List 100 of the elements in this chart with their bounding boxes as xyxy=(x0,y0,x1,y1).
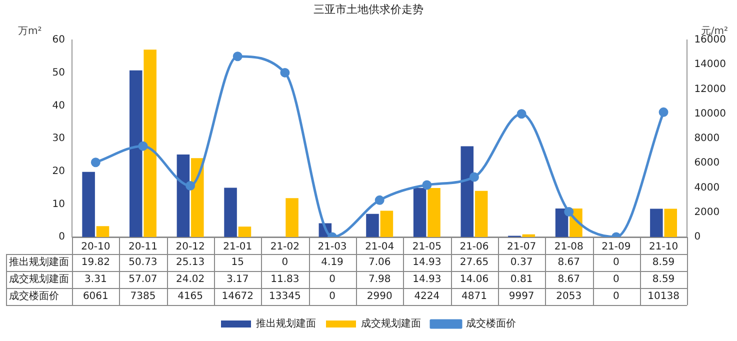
data-label: 0 xyxy=(329,274,336,286)
y-tick-label: 60 xyxy=(52,34,65,46)
chart-title: 三亚市土地供求价走势 xyxy=(312,2,424,17)
bar xyxy=(144,50,156,237)
data-label: 14672 xyxy=(222,291,254,302)
text: 推出规划建面 xyxy=(9,257,69,268)
data-label: 0 xyxy=(613,291,620,302)
bar xyxy=(129,70,142,237)
data-label: 3.17 xyxy=(226,274,249,286)
data-label: 8.67 xyxy=(558,257,580,268)
x-tick-label: 21-09 xyxy=(602,242,631,253)
data-label: 0 xyxy=(613,257,620,268)
data-label: 13345 xyxy=(269,291,301,302)
y2-tick-label: 4000 xyxy=(694,182,720,194)
y2-tick-label: 12000 xyxy=(694,84,726,95)
bar xyxy=(176,154,190,237)
point xyxy=(138,141,148,151)
data-label: 14.93 xyxy=(412,257,442,268)
data-label: 4165 xyxy=(178,291,204,302)
x-tick-label: 21-06 xyxy=(460,242,489,253)
x-tick-label: 20-12 xyxy=(176,242,205,253)
data-label: 2990 xyxy=(366,291,392,302)
data-label: 50.73 xyxy=(128,257,158,268)
bar xyxy=(191,158,204,237)
legend-label: 推出规划建面 xyxy=(256,318,316,330)
data-label: 24.02 xyxy=(176,274,205,286)
data-label: 8.67 xyxy=(558,274,580,286)
point xyxy=(186,180,196,190)
data-label: 0 xyxy=(282,257,288,268)
data-label: 27.65 xyxy=(460,257,489,268)
point xyxy=(469,172,479,182)
data-label: 8.59 xyxy=(652,257,675,268)
x-tick-label: 21-04 xyxy=(365,242,394,253)
point xyxy=(90,158,100,168)
bar xyxy=(474,190,488,237)
y2-tick-label: 8000 xyxy=(694,133,720,144)
point xyxy=(232,52,242,62)
x-tick-label: 20-10 xyxy=(81,242,110,253)
y2-tick-label: 16000 xyxy=(694,34,726,46)
y2-tick-label: 6000 xyxy=(694,158,720,169)
point xyxy=(516,109,526,119)
data-label: 0 xyxy=(613,274,620,286)
y-tick-label: 30 xyxy=(52,133,65,144)
y2-tick-label: 0 xyxy=(694,232,701,243)
bar xyxy=(380,210,394,237)
y-tick-label: 20 xyxy=(52,166,65,177)
data-label: 25.13 xyxy=(176,257,205,268)
y-tick-label: 50 xyxy=(52,67,65,78)
y-tick-label: 10 xyxy=(52,198,65,210)
data-label: 19.82 xyxy=(81,257,110,268)
x-tick-label: 21-07 xyxy=(507,242,536,253)
x-tick-label: 21-05 xyxy=(412,242,442,253)
data-label: 3.31 xyxy=(84,274,107,286)
data-label: 2053 xyxy=(556,291,582,302)
y-axis-title: 万m² xyxy=(18,26,42,37)
data-label: 14.06 xyxy=(460,274,489,286)
data-label: 0.37 xyxy=(510,257,533,268)
data-label: 15 xyxy=(231,257,244,268)
data-label: 9997 xyxy=(508,291,534,302)
bar xyxy=(460,146,474,237)
bar xyxy=(286,198,298,237)
legend-label: 成交规划建面 xyxy=(361,318,421,330)
x-tick-label: 21-01 xyxy=(223,242,252,253)
legend-label: 成交楼面价 xyxy=(466,318,516,330)
bar xyxy=(428,188,440,237)
bar xyxy=(413,188,426,237)
data-label: 0.81 xyxy=(510,274,533,286)
data-label: 7385 xyxy=(130,291,156,302)
x-tick-label: 21-08 xyxy=(554,242,584,253)
data-label: 8.59 xyxy=(652,274,675,286)
point xyxy=(280,68,290,78)
y-tick-label: 40 xyxy=(52,100,65,112)
data-label: 6061 xyxy=(82,291,108,302)
y-tick-label: 0 xyxy=(58,232,65,243)
bar xyxy=(96,226,110,237)
bar xyxy=(522,234,536,237)
bar xyxy=(238,226,252,237)
x-tick-label: 20-11 xyxy=(128,242,158,253)
x-tick-label: 21-02 xyxy=(270,242,300,253)
data-label: 11.83 xyxy=(270,274,300,286)
x-tick-label: 21-10 xyxy=(648,242,678,253)
data-label: 7.98 xyxy=(368,274,391,286)
bar xyxy=(366,214,379,237)
data-label: 4.19 xyxy=(321,257,344,268)
data-label: 0 xyxy=(329,291,336,302)
data-label: 10138 xyxy=(648,291,680,302)
point xyxy=(422,180,432,190)
y2-tick-label: 2000 xyxy=(694,206,720,218)
point xyxy=(374,195,384,205)
text: 成交规划建面 xyxy=(9,274,69,286)
data-label: 4224 xyxy=(414,291,440,302)
y2-tick-label: 10000 xyxy=(694,108,726,120)
data-label: 14.93 xyxy=(412,274,442,286)
point xyxy=(564,206,574,216)
x-tick-label: 21-03 xyxy=(318,242,347,253)
data-label: 7.06 xyxy=(368,257,391,268)
text: 成交楼面价 xyxy=(9,291,59,302)
bar xyxy=(555,208,568,237)
bar xyxy=(664,208,678,237)
data-label: 57.07 xyxy=(128,274,158,286)
